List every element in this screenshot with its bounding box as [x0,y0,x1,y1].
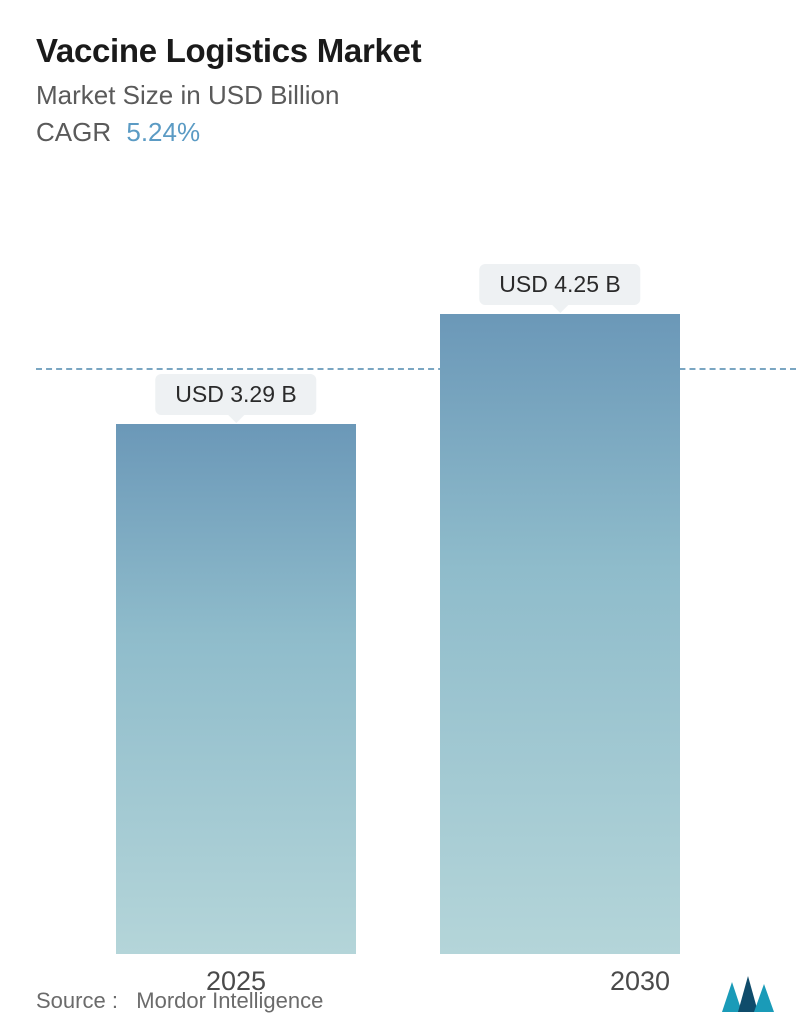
cagr-value: 5.24% [126,117,200,147]
bars-wrapper: USD 3.29 B USD 4.25 B [36,198,760,954]
cagr-line: CAGR 5.24% [36,117,760,148]
brand-logo-icon [720,974,776,1014]
source-label: Source : [36,988,118,1013]
chart-subtitle: Market Size in USD Billion [36,80,760,111]
value-label-2030: USD 4.25 B [479,264,640,305]
bar-2025: USD 3.29 B [116,424,356,954]
source-name: Mordor Intelligence [136,988,323,1013]
reference-line [36,368,796,370]
chart-area: USD 3.29 B USD 4.25 B 2025 2030 [36,198,760,1034]
cagr-label: CAGR [36,117,111,147]
source-text: Source : Mordor Intelligence [36,988,323,1014]
bar-2030: USD 4.25 B [440,314,680,954]
chart-container: Vaccine Logistics Market Market Size in … [0,0,796,1034]
chart-title: Vaccine Logistics Market [36,32,760,70]
chart-footer: Source : Mordor Intelligence [36,974,776,1014]
value-label-2025: USD 3.29 B [155,374,316,415]
